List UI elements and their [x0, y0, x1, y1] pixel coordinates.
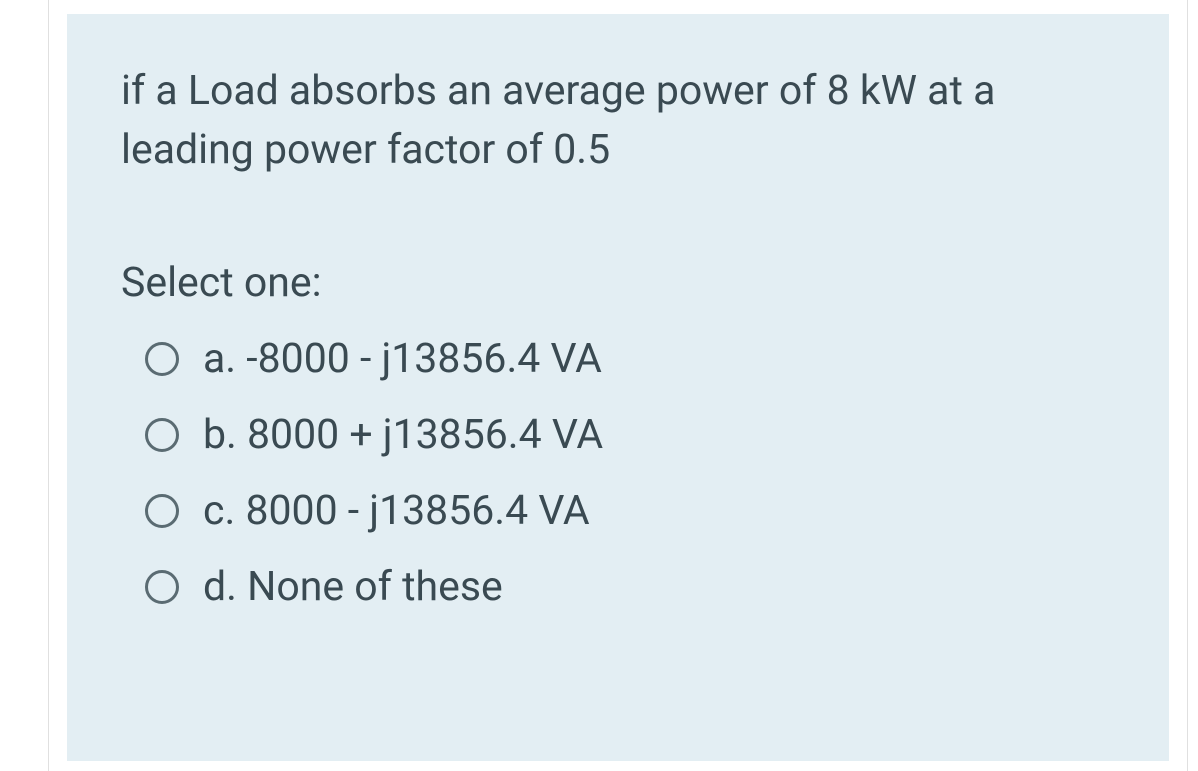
option-label-d[interactable]: d. None of these	[203, 563, 503, 611]
radio-option-c[interactable]	[145, 494, 179, 528]
radio-option-a[interactable]	[145, 342, 179, 376]
options-group: a. -8000 - j13856.4 VA b. 8000 + j13856.…	[121, 335, 1115, 611]
option-row-b: b. 8000 + j13856.4 VA	[145, 411, 1115, 459]
option-row-a: a. -8000 - j13856.4 VA	[145, 335, 1115, 383]
option-label-a[interactable]: a. -8000 - j13856.4 VA	[203, 335, 602, 383]
question-box: if a Load absorbs an average power of 8 …	[67, 14, 1169, 761]
option-label-c[interactable]: c. 8000 - j13856.4 VA	[203, 487, 590, 535]
question-frame: if a Load absorbs an average power of 8 …	[48, 0, 1188, 771]
radio-option-d[interactable]	[145, 570, 179, 604]
option-row-c: c. 8000 - j13856.4 VA	[145, 487, 1115, 535]
select-one-label: Select one:	[121, 259, 1115, 307]
option-row-d: d. None of these	[145, 563, 1115, 611]
question-text: if a Load absorbs an average power of 8 …	[121, 62, 1115, 181]
radio-option-b[interactable]	[145, 418, 179, 452]
option-label-b[interactable]: b. 8000 + j13856.4 VA	[203, 411, 603, 459]
